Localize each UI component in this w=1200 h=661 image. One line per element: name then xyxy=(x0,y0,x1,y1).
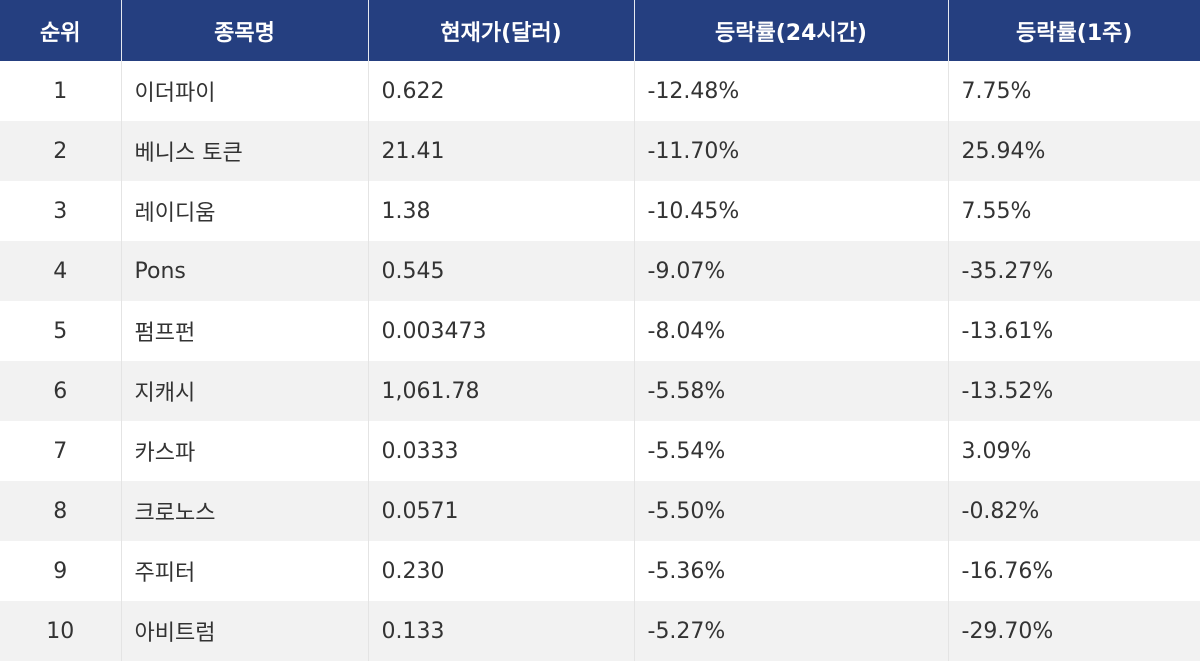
rank-cell: 4 xyxy=(0,241,122,301)
table-row: 7 카스파 0.0333 -5.54% 3.09% xyxy=(0,421,1200,481)
rank-cell: 2 xyxy=(0,121,122,181)
change-1w-cell: -13.52% xyxy=(948,361,1200,421)
name-cell: 펌프펀 xyxy=(121,301,369,361)
header-rank: 순위 xyxy=(0,0,122,61)
table-row: 6 지캐시 1,061.78 -5.58% -13.52% xyxy=(0,361,1200,421)
header-change-1w: 등락률(1주) xyxy=(948,0,1200,61)
rank-cell: 3 xyxy=(0,181,122,241)
price-cell: 21.41 xyxy=(368,121,635,181)
change-24h-cell: -10.45% xyxy=(634,181,949,241)
rank-cell: 5 xyxy=(0,301,122,361)
change-1w-cell: -0.82% xyxy=(948,481,1200,541)
change-1w-cell: 3.09% xyxy=(948,421,1200,481)
table-row: 10 아비트럼 0.133 -5.27% -29.70% xyxy=(0,601,1200,661)
price-cell: 1.38 xyxy=(368,181,635,241)
change-24h-cell: -9.07% xyxy=(634,241,949,301)
rank-cell: 10 xyxy=(0,601,122,661)
change-24h-cell: -5.27% xyxy=(634,601,949,661)
name-cell: 주피터 xyxy=(121,541,369,601)
name-cell: 이더파이 xyxy=(121,61,369,121)
header-row: 순위 종목명 현재가(달러) 등락률(24시간) 등락률(1주) xyxy=(0,0,1200,61)
table-row: 9 주피터 0.230 -5.36% -16.76% xyxy=(0,541,1200,601)
name-cell: 아비트럼 xyxy=(121,601,369,661)
table-row: 5 펌프펀 0.003473 -8.04% -13.61% xyxy=(0,301,1200,361)
rank-cell: 9 xyxy=(0,541,122,601)
table-header: 순위 종목명 현재가(달러) 등락률(24시간) 등락률(1주) xyxy=(0,0,1200,61)
change-24h-cell: -11.70% xyxy=(634,121,949,181)
change-24h-cell: -12.48% xyxy=(634,61,949,121)
rank-cell: 6 xyxy=(0,361,122,421)
price-cell: 0.003473 xyxy=(368,301,635,361)
price-cell: 0.133 xyxy=(368,601,635,661)
rank-cell: 7 xyxy=(0,421,122,481)
change-24h-cell: -5.58% xyxy=(634,361,949,421)
change-1w-cell: -29.70% xyxy=(948,601,1200,661)
change-1w-cell: 25.94% xyxy=(948,121,1200,181)
price-cell: 0.0571 xyxy=(368,481,635,541)
change-1w-cell: -13.61% xyxy=(948,301,1200,361)
header-price: 현재가(달러) xyxy=(368,0,635,61)
rank-cell: 8 xyxy=(0,481,122,541)
name-cell: 크로노스 xyxy=(121,481,369,541)
price-cell: 1,061.78 xyxy=(368,361,635,421)
change-24h-cell: -5.50% xyxy=(634,481,949,541)
table-row: 4 Pons 0.545 -9.07% -35.27% xyxy=(0,241,1200,301)
price-cell: 0.0333 xyxy=(368,421,635,481)
change-1w-cell: 7.55% xyxy=(948,181,1200,241)
table-row: 2 베니스 토큰 21.41 -11.70% 25.94% xyxy=(0,121,1200,181)
table-row: 3 레이디움 1.38 -10.45% 7.55% xyxy=(0,181,1200,241)
header-change-24h: 등락률(24시간) xyxy=(634,0,949,61)
name-cell: 카스파 xyxy=(121,421,369,481)
change-1w-cell: 7.75% xyxy=(948,61,1200,121)
price-cell: 0.545 xyxy=(368,241,635,301)
name-cell: 레이디움 xyxy=(121,181,369,241)
table-row: 8 크로노스 0.0571 -5.50% -0.82% xyxy=(0,481,1200,541)
table-body: 1 이더파이 0.622 -12.48% 7.75% 2 베니스 토큰 21.4… xyxy=(0,61,1200,661)
price-cell: 0.230 xyxy=(368,541,635,601)
change-24h-cell: -5.54% xyxy=(634,421,949,481)
change-24h-cell: -8.04% xyxy=(634,301,949,361)
name-cell: Pons xyxy=(121,241,369,301)
name-cell: 지캐시 xyxy=(121,361,369,421)
rank-cell: 1 xyxy=(0,61,122,121)
table-row: 1 이더파이 0.622 -12.48% 7.75% xyxy=(0,61,1200,121)
name-cell: 베니스 토큰 xyxy=(121,121,369,181)
change-1w-cell: -35.27% xyxy=(948,241,1200,301)
change-1w-cell: -16.76% xyxy=(948,541,1200,601)
change-24h-cell: -5.36% xyxy=(634,541,949,601)
header-name: 종목명 xyxy=(121,0,369,61)
price-cell: 0.622 xyxy=(368,61,635,121)
